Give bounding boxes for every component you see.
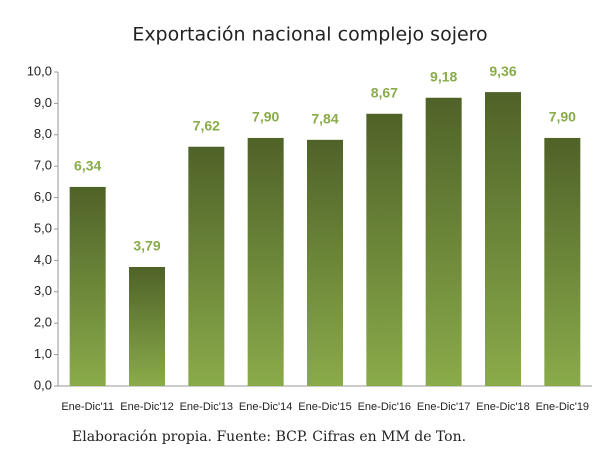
value-label: 6,34 [74,158,101,174]
x-tick-label: Ene-Dic'11 [61,401,114,413]
caption: Elaboración propia. Fuente: BCP. Cifras … [72,429,466,445]
x-tick-label: Ene-Dic'17 [417,401,470,413]
y-tick-label: 6,0 [34,189,52,204]
y-tick-label: 1,0 [34,346,52,361]
value-label: 3,79 [133,238,160,254]
value-label: 7,90 [549,109,576,125]
y-tick-label: 5,0 [34,220,52,235]
y-tick-label: 3,0 [34,283,52,298]
bar [307,139,343,386]
x-tick-label: Ene-Dic'12 [120,401,173,413]
x-tick-label: Ene-Dic'15 [298,401,351,413]
x-tick-label: Ene-Dic'18 [476,401,529,413]
value-label: 7,90 [252,109,279,125]
x-tick-label: Ene-Dic'19 [536,401,589,413]
bar [485,92,521,386]
x-tick-label: Ene-Dic'16 [358,401,411,413]
chart-title: Exportación nacional complejo sojero [132,24,487,46]
y-tick-label: 4,0 [34,252,52,267]
bar [188,146,225,386]
y-tick-label: 8,0 [34,126,52,141]
bar [69,186,106,386]
y-tick-label: 2,0 [34,315,52,330]
x-tick-label: Ene-Dic'14 [239,401,292,413]
bar [129,266,165,386]
value-label: 9,18 [430,68,457,84]
bar [544,137,581,386]
y-tick-label: 10,0 [27,63,52,78]
value-label: 7,84 [311,111,338,127]
y-tick-label: 0,0 [34,377,52,392]
x-tick-label: Ene-Dic'13 [180,401,233,413]
value-label: 7,62 [193,117,220,133]
y-tick-label: 7,0 [34,158,52,173]
bar [425,97,462,387]
y-tick-label: 9,0 [34,95,52,110]
bar [366,113,403,387]
value-label: 9,36 [489,63,516,79]
bar [247,137,284,386]
value-label: 8,67 [371,84,398,100]
